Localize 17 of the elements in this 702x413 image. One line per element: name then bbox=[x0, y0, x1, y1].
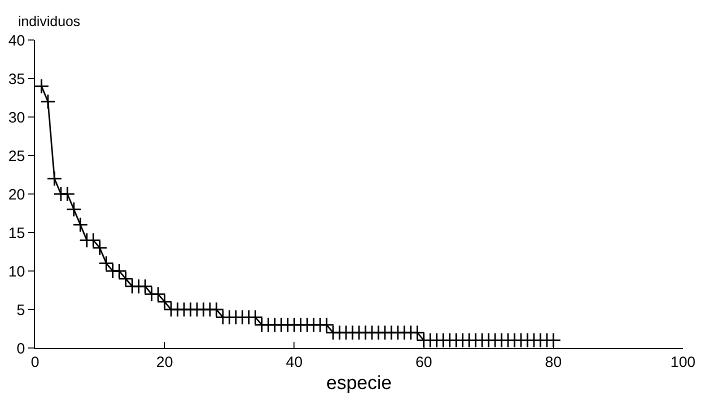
y-tick-label: 25 bbox=[8, 148, 25, 165]
x-tick-label: 20 bbox=[156, 354, 173, 371]
x-tick-label: 80 bbox=[545, 354, 562, 371]
x-axis-title: especie bbox=[326, 372, 392, 394]
y-tick-label: 35 bbox=[8, 70, 25, 88]
y-tick-label: 5 bbox=[16, 302, 25, 319]
x-tick-label: 0 bbox=[30, 354, 40, 371]
y-tick-label: 40 bbox=[8, 32, 25, 50]
y-axis-title: individuos bbox=[18, 13, 80, 29]
x-tick-label: 60 bbox=[415, 354, 432, 371]
y-tick-label: 20 bbox=[8, 186, 25, 204]
y-tick-label: 0 bbox=[16, 340, 25, 358]
y-tick-label: 15 bbox=[8, 224, 25, 242]
x-tick-label: 100 bbox=[670, 354, 696, 371]
x-tick-label: 40 bbox=[286, 354, 303, 371]
y-tick-label: 10 bbox=[8, 263, 25, 280]
y-tick-label: 30 bbox=[8, 109, 25, 126]
